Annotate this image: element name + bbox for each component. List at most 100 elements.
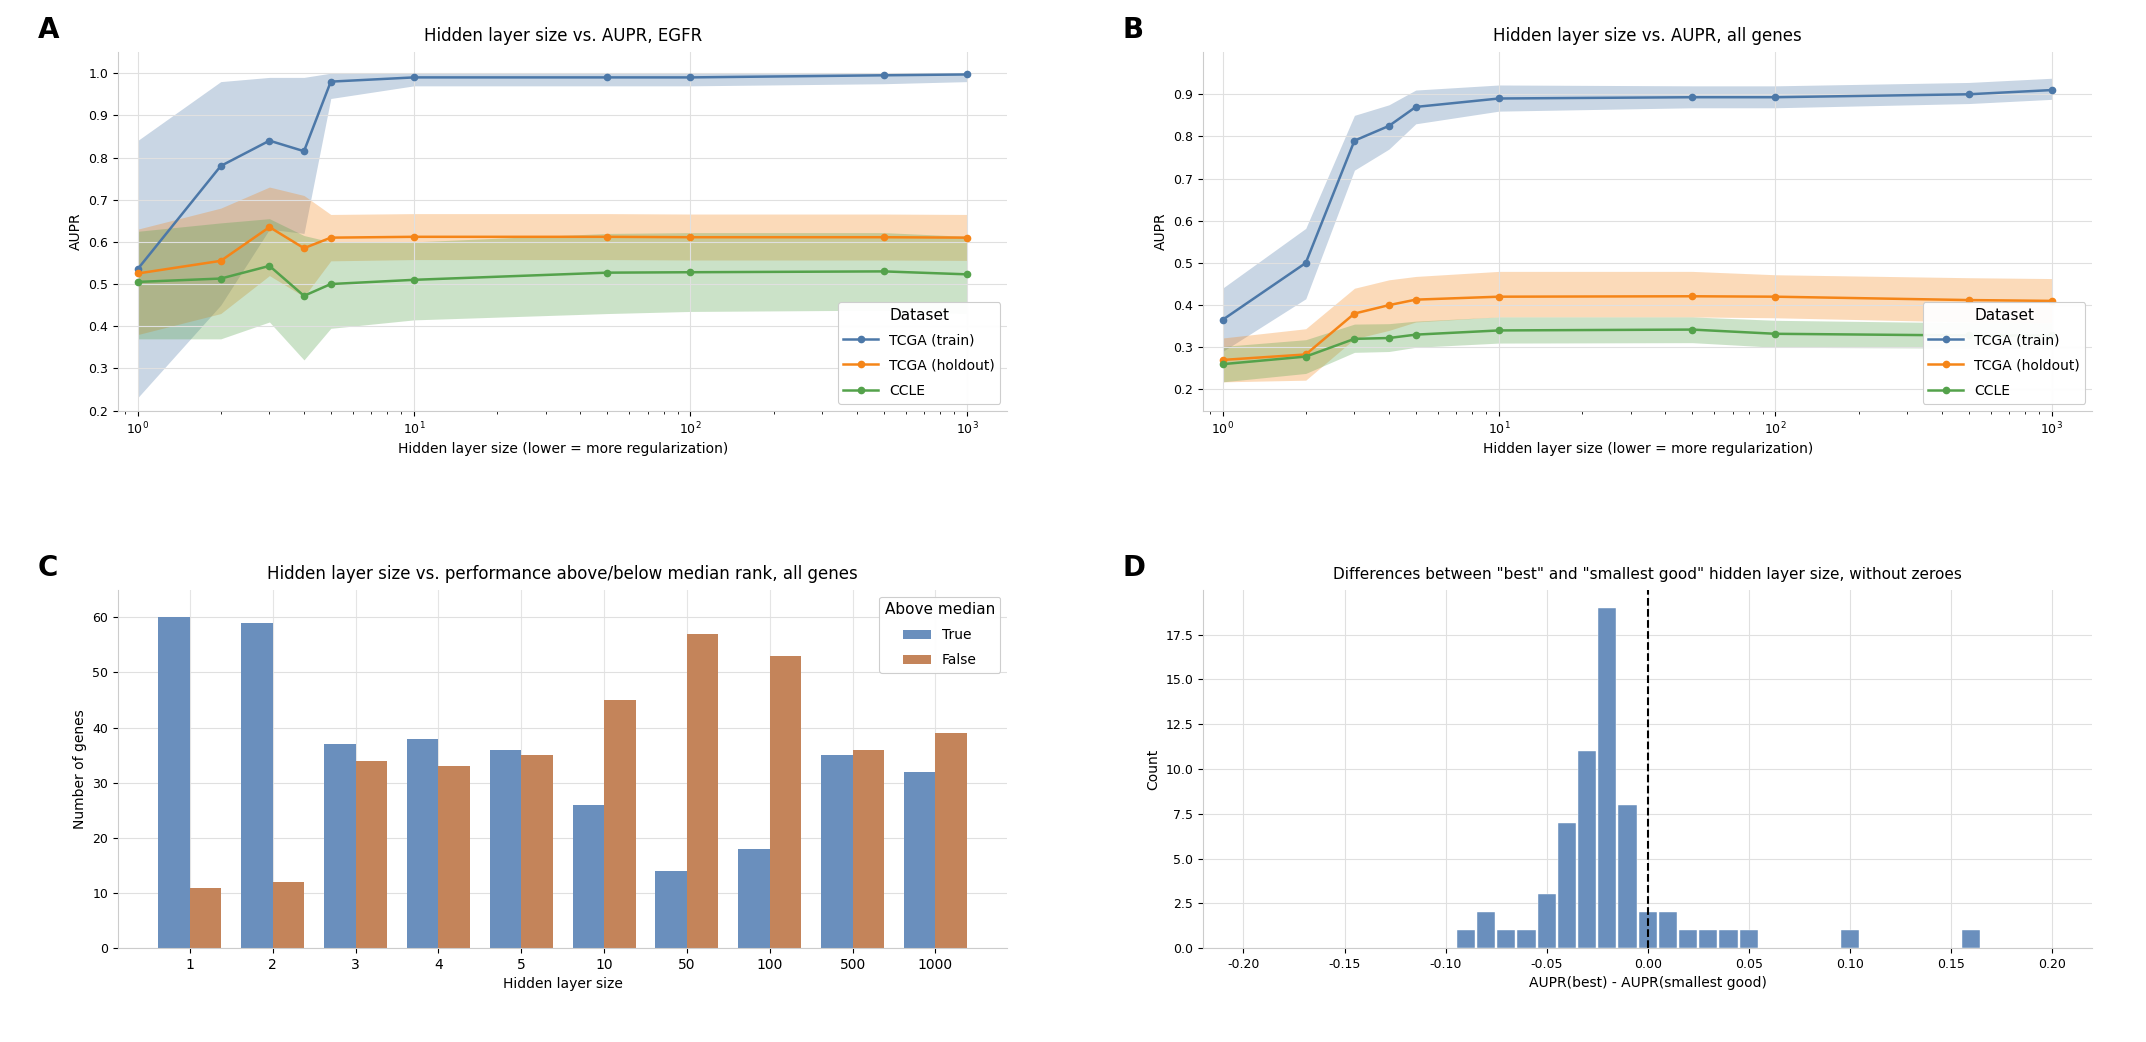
CCLE: [1341, 332, 1367, 345]
CCLE: [1292, 350, 1318, 363]
CCLE: [594, 267, 620, 279]
Title: Hidden layer size vs. AUPR, all genes: Hidden layer size vs. AUPR, all genes: [1494, 27, 1803, 45]
Bar: [521, 755, 554, 948]
TCGA (holdout): [124, 267, 150, 279]
TCGA (train): [1487, 93, 1513, 105]
TCGA (holdout): [1680, 290, 1706, 302]
Bar: [1537, 894, 1556, 948]
X-axis label: Hidden layer size: Hidden layer size: [502, 977, 622, 992]
TCGA (holdout): [1955, 294, 1981, 306]
TCGA (train): [678, 71, 704, 83]
TCGA (train): [318, 75, 343, 88]
Line: CCLE: CCLE: [1219, 326, 2056, 367]
TCGA (holdout): [1341, 307, 1367, 320]
Bar: [1700, 931, 1717, 948]
Y-axis label: AUPR: AUPR: [1155, 213, 1167, 250]
TCGA (train): [1762, 91, 1788, 103]
Bar: [687, 634, 719, 948]
Line: TCGA (holdout): TCGA (holdout): [1219, 293, 2056, 363]
TCGA (holdout): [208, 254, 234, 267]
TCGA (holdout): [1403, 294, 1429, 306]
Bar: [1659, 913, 1676, 948]
Bar: [822, 755, 852, 948]
TCGA (holdout): [678, 231, 704, 244]
TCGA (train): [1341, 134, 1367, 147]
TCGA (train): [1403, 101, 1429, 114]
CCLE: [1487, 324, 1513, 337]
Bar: [1640, 913, 1657, 948]
Bar: [191, 888, 221, 948]
Bar: [738, 849, 770, 948]
CCLE: [1680, 323, 1706, 336]
TCGA (holdout): [1292, 348, 1318, 361]
TCGA (holdout): [258, 221, 283, 233]
TCGA (train): [1680, 91, 1706, 103]
Bar: [1841, 931, 1858, 948]
Bar: [1740, 931, 1758, 948]
TCGA (train): [1292, 256, 1318, 269]
CCLE: [955, 268, 981, 280]
Bar: [324, 744, 356, 948]
Bar: [936, 734, 968, 948]
CCLE: [401, 274, 427, 287]
Title: Hidden layer size vs. AUPR, EGFR: Hidden layer size vs. AUPR, EGFR: [423, 27, 702, 45]
TCGA (holdout): [292, 242, 318, 254]
Bar: [605, 700, 635, 948]
Bar: [1476, 913, 1496, 948]
X-axis label: AUPR(best) - AUPR(smallest good): AUPR(best) - AUPR(smallest good): [1528, 976, 1766, 991]
Bar: [438, 766, 470, 948]
Bar: [655, 871, 687, 948]
TCGA (train): [955, 68, 981, 80]
Bar: [1618, 804, 1637, 948]
CCLE: [124, 276, 150, 289]
Bar: [573, 804, 605, 948]
CCLE: [678, 266, 704, 278]
CCLE: [1376, 331, 1401, 344]
CCLE: [258, 259, 283, 272]
CCLE: [1403, 328, 1429, 341]
Bar: [1577, 751, 1597, 948]
TCGA (holdout): [318, 231, 343, 244]
Bar: [356, 761, 386, 948]
Y-axis label: Number of genes: Number of genes: [73, 710, 86, 828]
CCLE: [1210, 357, 1236, 370]
Line: TCGA (train): TCGA (train): [1219, 86, 2056, 323]
TCGA (holdout): [1210, 353, 1236, 366]
Bar: [489, 749, 521, 948]
Bar: [240, 623, 273, 948]
TCGA (train): [1955, 88, 1981, 100]
Y-axis label: AUPR: AUPR: [69, 213, 84, 250]
Legend: TCGA (train), TCGA (holdout), CCLE: TCGA (train), TCGA (holdout), CCLE: [1923, 302, 2086, 403]
TCGA (train): [292, 145, 318, 157]
CCLE: [292, 290, 318, 302]
Line: CCLE: CCLE: [135, 263, 970, 299]
Title: Hidden layer size vs. performance above/below median rank, all genes: Hidden layer size vs. performance above/…: [268, 565, 858, 582]
Bar: [1457, 931, 1474, 948]
Text: C: C: [39, 554, 58, 581]
Bar: [408, 739, 438, 948]
CCLE: [318, 278, 343, 291]
TCGA (train): [871, 69, 897, 81]
Bar: [1961, 931, 1981, 948]
Legend: TCGA (train), TCGA (holdout), CCLE: TCGA (train), TCGA (holdout), CCLE: [837, 302, 1000, 403]
CCLE: [1955, 329, 1981, 342]
Title: Differences between "best" and "smallest good" hidden layer size, without zeroes: Differences between "best" and "smallest…: [1333, 567, 1961, 581]
X-axis label: Hidden layer size (lower = more regularization): Hidden layer size (lower = more regulari…: [397, 443, 727, 456]
Line: TCGA (holdout): TCGA (holdout): [135, 224, 970, 276]
TCGA (holdout): [2039, 295, 2064, 307]
TCGA (train): [258, 134, 283, 147]
CCLE: [2039, 329, 2064, 342]
Text: B: B: [1122, 17, 1144, 44]
Bar: [273, 882, 305, 948]
TCGA (holdout): [1487, 291, 1513, 303]
Bar: [1498, 931, 1515, 948]
TCGA (train): [1376, 120, 1401, 132]
CCLE: [871, 265, 897, 277]
TCGA (train): [124, 263, 150, 275]
CCLE: [208, 272, 234, 284]
Y-axis label: Count: Count: [1146, 748, 1159, 790]
CCLE: [1762, 327, 1788, 340]
Bar: [1678, 931, 1697, 948]
TCGA (train): [594, 71, 620, 83]
TCGA (holdout): [594, 230, 620, 243]
